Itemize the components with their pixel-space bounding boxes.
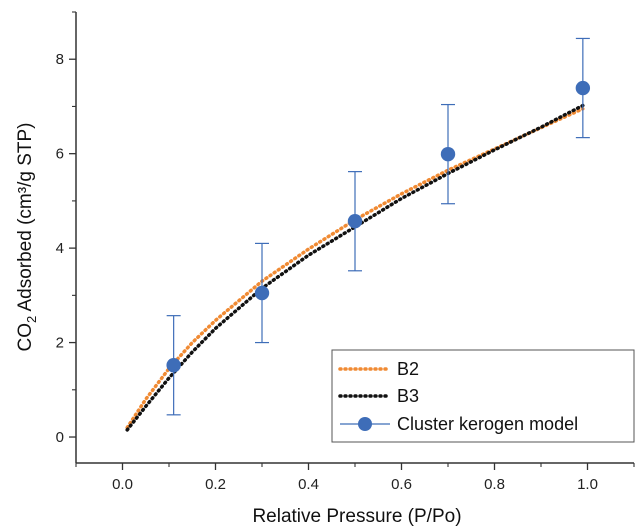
x-axis-title: Relative Pressure (P/Po) (252, 506, 461, 527)
y-axis-title-subscript: 2 (24, 316, 39, 323)
series-1 (125, 103, 585, 432)
x-tick-label: 0.6 (391, 476, 412, 493)
legend-label-b2: B2 (397, 359, 419, 379)
data-point (575, 80, 591, 96)
x-tick-label: 0.8 (484, 476, 505, 493)
y-tick-label: 8 (56, 51, 64, 68)
legend-label-cluster: Cluster kerogen model (397, 414, 578, 434)
data-point (166, 358, 181, 373)
y-ticks: 0 2 4 6 8 (56, 11, 76, 446)
data-point (440, 146, 456, 162)
y-tick-label: 0 (56, 429, 64, 446)
x-tick-label: 1.0 (577, 476, 598, 493)
x-ticks: 0.0 0.2 0.4 0.6 0.8 1.0 (75, 463, 635, 493)
y-axis-title-suffix: Adsorbed (cm³/g STP) (15, 123, 36, 316)
x-tick-label: 0.2 (205, 476, 226, 493)
legend-swatch-cluster-marker (358, 417, 372, 431)
series-line (125, 103, 585, 432)
y-axis-title-prefix: CO (15, 323, 36, 352)
axes: 0.0 0.2 0.4 0.6 0.8 1.0 0 2 4 6 8 (56, 11, 635, 493)
y-axis-title: CO2 Adsorbed (cm³/g STP) (15, 123, 39, 352)
data-point (254, 285, 270, 301)
y-tick-label: 4 (56, 240, 64, 257)
x-tick-label: 0.4 (298, 476, 319, 493)
legend: B2 B3 Cluster kerogen model (331, 349, 635, 443)
x-tick-label: 0.0 (112, 476, 133, 493)
series-layer (125, 37, 591, 432)
series-2 (166, 37, 591, 416)
y-tick-label: 6 (56, 146, 64, 163)
data-point (347, 214, 363, 229)
y-tick-label: 2 (56, 335, 64, 352)
legend-label-b3: B3 (397, 386, 419, 406)
